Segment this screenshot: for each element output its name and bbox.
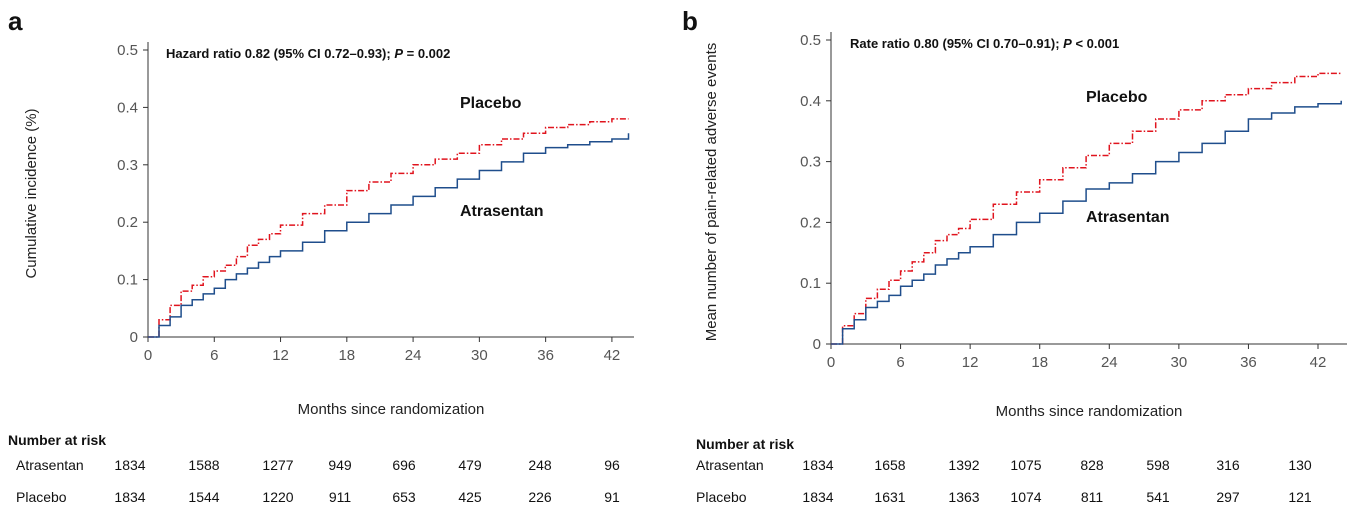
c0-risk-value: 1220: [262, 489, 294, 505]
c0-series-line-atrasentan: [148, 133, 630, 338]
c0-x-tick-label: 18: [338, 347, 355, 364]
c1-risk-value: 297: [1216, 489, 1240, 505]
c1-x-tick-label: 0: [827, 354, 835, 371]
c0-risk-value: 949: [328, 457, 352, 473]
c1-y-tick-label: 0.1: [800, 275, 821, 292]
c0-risk-value: 1544: [188, 489, 220, 505]
c0-risk-row-label: Placebo: [16, 489, 67, 505]
risk-title-a: Number at risk: [8, 432, 107, 448]
c0-y-tick-label: 0.3: [117, 157, 138, 174]
c1-risk-value: 598: [1146, 457, 1170, 473]
c1-x-tick-label: 18: [1031, 354, 1048, 371]
c0-x-tick-label: 6: [210, 347, 218, 364]
c1-risk-row-label: Placebo: [696, 489, 747, 505]
c0-risk-value: 911: [328, 489, 352, 505]
c1-y-tick-label: 0.3: [800, 154, 821, 171]
c0-risk-value: 248: [528, 457, 552, 473]
c0-series-line-placebo: [148, 118, 629, 338]
c0-y-tick-label: 0.5: [117, 42, 138, 59]
c1-x-tick-label: 12: [962, 354, 979, 371]
c0-y-axis-title: Cumulative incidence (%): [23, 108, 40, 278]
c1-y-tick-label: 0.2: [800, 214, 821, 231]
c0-y-tick-label: 0.4: [117, 99, 138, 116]
c1-risk-row-label: Atrasentan: [696, 457, 764, 473]
c1-risk-value: 1834: [802, 489, 834, 505]
c1-risk-value: 811: [1080, 489, 1104, 505]
c1-risk-value: 316: [1216, 457, 1240, 473]
c0-x-tick-label: 0: [144, 347, 152, 364]
c1-x-axis-title: Months since randomization: [996, 403, 1183, 420]
c0-risk-value: 479: [458, 457, 482, 473]
c0-x-tick-label: 12: [272, 347, 289, 364]
c0-x-axis-title: Months since randomization: [298, 401, 485, 418]
c1-risk-value: 1658: [874, 457, 906, 473]
c1-series-label-atrasentan: Atrasentan: [1086, 209, 1170, 226]
panel-a: a 0 0.1 0.2 0.3 0.4 0.5 0 6 12 18 24 30 36 42 Months s…: [0, 0, 670, 519]
c1-x-tick-label: 24: [1101, 354, 1118, 371]
c0-x-tick-label: 24: [405, 347, 422, 364]
panel-b: b 0 0.1 0.2 0.3 0.4 0.5 0 6 12 18 24 30 36 42 Months s…: [678, 0, 1349, 519]
c0-y-tick-label: 0.1: [117, 272, 138, 289]
c0-risk-value: 696: [392, 457, 416, 473]
c0-risk-value: 1834: [114, 457, 146, 473]
c1-risk-value: 541: [1146, 489, 1170, 505]
c1-risk-value: 1631: [874, 489, 906, 505]
c1-y-axis-title: Mean number of pain-related adverse even…: [703, 43, 720, 342]
c0-series-label-atrasentan: Atrasentan: [460, 203, 544, 220]
c1-series-label-placebo: Placebo: [1086, 89, 1148, 106]
c0-risk-value: 1834: [114, 489, 146, 505]
c1-risk-value: 1074: [1010, 489, 1042, 505]
c1-y-tick-label: 0: [813, 336, 821, 353]
risk-title-b: Number at risk: [696, 436, 795, 452]
c0-y-tick-label: 0.2: [117, 214, 138, 231]
c1-x-tick-label: 42: [1310, 354, 1327, 371]
panel-letter-b: b: [682, 6, 698, 36]
c1-risk-value: 121: [1288, 489, 1312, 505]
c1-x-tick-label: 6: [896, 354, 904, 371]
panel-letter-a: a: [8, 6, 23, 36]
c0-risk-value: 226: [528, 489, 552, 505]
c0-series-label-placebo: Placebo: [460, 95, 522, 112]
c1-risk-value: 1392: [948, 457, 980, 473]
c1-risk-value: 828: [1080, 457, 1104, 473]
c1-risk-value: 130: [1288, 457, 1312, 473]
c0-x-tick-label: 36: [537, 347, 554, 364]
c1-risk-value: 1075: [1010, 457, 1042, 473]
c1-risk-value: 1363: [948, 489, 980, 505]
c1-annotation: Rate ratio 0.80 (95% CI 0.70–0.91); P < …: [850, 36, 1119, 51]
c1-y-tick-label: 0.4: [800, 93, 821, 110]
chart-a: 0 0.1 0.2 0.3 0.4 0.5 0 6 12 18 24 30 36 42 Months sin…: [23, 42, 634, 418]
c1-series-line-atrasentan: [831, 100, 1342, 345]
c0-risk-value: 1277: [262, 457, 294, 473]
c1-x-tick-label: 36: [1240, 354, 1257, 371]
c1-risk-value: 1834: [802, 457, 834, 473]
c0-risk-value: 425: [458, 489, 482, 505]
chart-b: 0 0.1 0.2 0.3 0.4 0.5 0 6 12 18 24 30 36 42 Months sin…: [703, 32, 1347, 420]
c1-y-tick-label: 0.5: [800, 32, 821, 49]
c1-series-line-placebo: [831, 72, 1342, 345]
c1-x-tick-label: 30: [1171, 354, 1188, 371]
c0-annotation: Hazard ratio 0.82 (95% CI 0.72–0.93); P …: [166, 46, 450, 61]
c0-y-tick-label: 0: [130, 329, 138, 346]
c0-risk-value: 91: [604, 489, 620, 505]
c0-x-tick-label: 42: [604, 347, 621, 364]
c0-risk-value: 96: [604, 457, 620, 473]
c0-risk-value: 653: [392, 489, 416, 505]
c0-x-tick-label: 30: [471, 347, 488, 364]
c0-risk-row-label: Atrasentan: [16, 457, 84, 473]
c0-risk-value: 1588: [188, 457, 220, 473]
